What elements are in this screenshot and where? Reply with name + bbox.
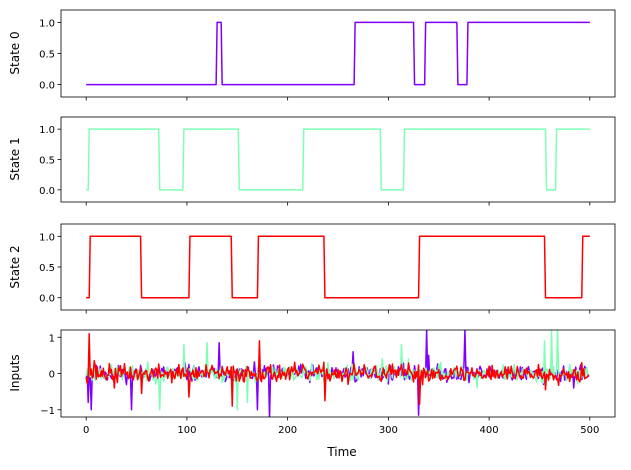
- series-line-state0: [86, 21, 590, 86]
- series-lines: [85, 330, 590, 417]
- y-tick-label: 0.0: [39, 186, 55, 197]
- panel-state-0: State 0 0.0 0.5 1.0: [8, 9, 616, 101]
- y-tick-label: 0.0: [39, 81, 55, 92]
- x-tick-label: 500: [580, 425, 599, 436]
- x-tick-label: 400: [480, 425, 499, 436]
- xlabel-time: Time: [326, 445, 356, 459]
- panel-state-2: State 2 0.0 0.5 1.0: [8, 223, 616, 314]
- y-tick-label: −1: [40, 406, 55, 417]
- ylabel-state-2: State 2: [8, 245, 22, 288]
- y-tick-label: 1: [49, 333, 55, 344]
- y-tick-label: 1.0: [39, 125, 55, 136]
- y-tick-label: 1.0: [39, 18, 55, 29]
- series-lines: [86, 21, 590, 86]
- x-tick-label: 100: [177, 425, 196, 436]
- y-tick-label: 0.0: [39, 294, 55, 305]
- y-tick-label: 1.0: [39, 232, 55, 243]
- series-lines: [86, 128, 590, 191]
- y-tick-label: 0.5: [39, 156, 55, 167]
- y-tick-label: 0: [49, 370, 55, 381]
- ylabel-state-1: State 1: [8, 137, 22, 180]
- x-tick-label: 300: [379, 425, 398, 436]
- series-line-input2: [85, 332, 590, 407]
- panel-state-1: State 1 0.0 0.5 1.0: [8, 116, 616, 206]
- ylabel-state-0: State 0: [8, 31, 22, 74]
- y-tick-label: 0.5: [39, 263, 55, 274]
- x-tick-label: 200: [278, 425, 297, 436]
- y-tick-label: 0.5: [39, 50, 55, 61]
- series-line-state1: [86, 128, 590, 191]
- x-tick-label: 0: [83, 425, 89, 436]
- series-lines: [86, 235, 590, 299]
- series-line-state2: [86, 235, 590, 299]
- ylabel-inputs: Inputs: [8, 354, 22, 391]
- panel-inputs: Inputs −1 0 1 0 100 200 300 400 500 Time: [8, 329, 616, 459]
